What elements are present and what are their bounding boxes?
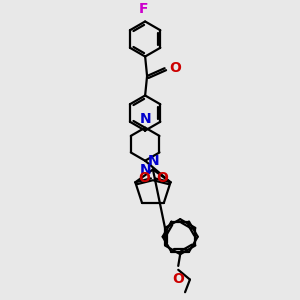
Text: O: O (169, 61, 181, 75)
Text: O: O (138, 171, 150, 185)
Text: O: O (156, 171, 168, 185)
Text: O: O (172, 272, 184, 286)
Text: N: N (139, 112, 151, 126)
Text: F: F (138, 2, 148, 16)
Text: N: N (139, 163, 151, 177)
Text: N: N (148, 154, 160, 168)
